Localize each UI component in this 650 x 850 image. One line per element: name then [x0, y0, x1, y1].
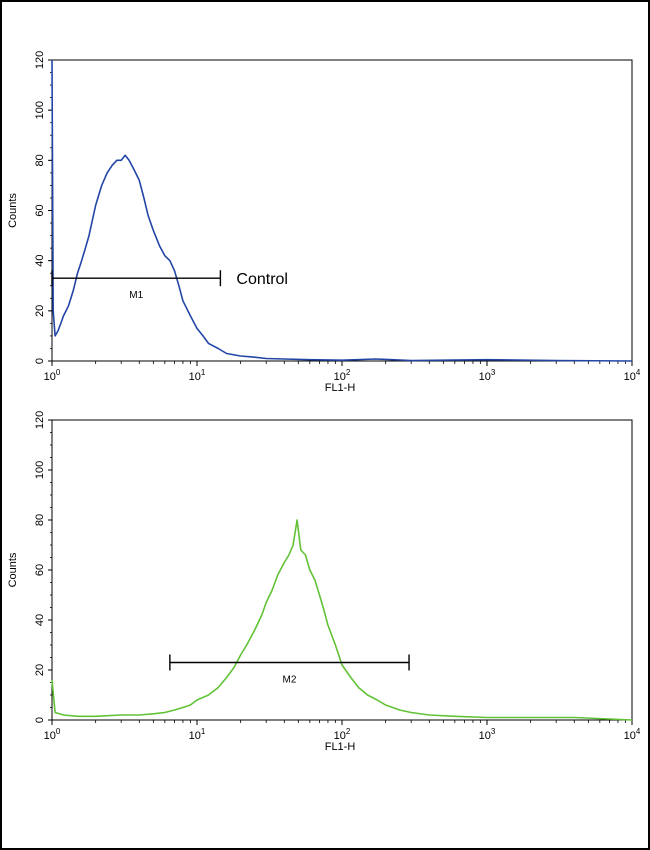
y-tick-label: 100 [34, 461, 46, 479]
x-tick-label: 102 [334, 727, 351, 742]
y-axis-label: Counts [7, 552, 19, 587]
y-tick-label: 0 [34, 358, 46, 364]
histogram-series-1 [51, 519, 633, 721]
marker-label: M1 [129, 290, 143, 301]
x-tick-label: 104 [624, 368, 641, 383]
plot-frame [51, 419, 633, 721]
y-tick-label: 40 [34, 614, 46, 626]
annotation-label: Control [236, 271, 288, 288]
x-tick-label: 102 [334, 368, 351, 383]
x-tick-label: 104 [624, 727, 641, 742]
chart-panel-2: 0 20 40 60 80 100 120 100 101 102 103 104 FL1-H Count… [7, 411, 641, 753]
y-tick-label: 20 [34, 305, 46, 317]
x-tick-label: 100 [44, 727, 61, 742]
y-tick-label: 100 [34, 101, 46, 119]
marker-label: M2 [283, 675, 297, 686]
y-tick-label: 60 [34, 204, 46, 216]
x-axis-label: FL1-H [325, 382, 356, 394]
y-tick-label: 40 [34, 255, 46, 267]
y-tick-label: 80 [34, 514, 46, 526]
x-tick-label: 103 [479, 727, 496, 742]
y-tick-label: 60 [34, 564, 46, 576]
chart-panel-1: 0 20 40 60 80 100 120 100 101 102 103 104 FL1-H Count… [7, 51, 641, 394]
plot-frame [51, 59, 633, 362]
y-tick-label: 120 [34, 51, 46, 69]
x-axis-label: FL1-H [325, 741, 356, 753]
y-tick-label: 0 [34, 717, 46, 723]
y-tick-label: 120 [34, 411, 46, 429]
histogram-series-1 [51, 59, 633, 362]
x-tick-label: 101 [189, 727, 206, 742]
y-tick-label: 80 [34, 154, 46, 166]
x-tick-label: 101 [189, 368, 206, 383]
x-tick-label: 100 [44, 368, 61, 383]
y-tick-label: 20 [34, 664, 46, 676]
x-tick-label: 103 [479, 368, 496, 383]
y-axis-label: Counts [7, 193, 19, 228]
